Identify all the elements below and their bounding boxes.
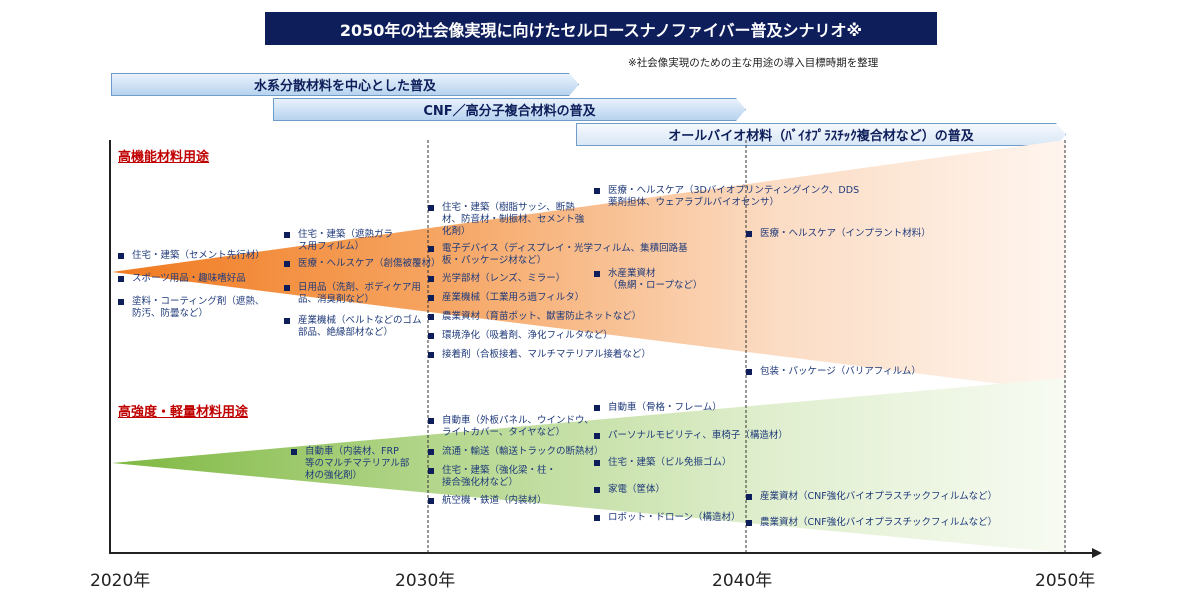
list-item: 住宅・建築（セメント先行材） bbox=[118, 250, 265, 262]
list-item: 電子デバイス（ディスプレイ・光学フィルム、集積回路基 板・パッケージ材など） bbox=[428, 243, 688, 267]
year-label-2020: 2020年 bbox=[90, 571, 151, 591]
diagram-title: 2050年の社会像実現に向けたセルロースナノファイバー普及シナリオ※ bbox=[265, 12, 937, 45]
section-label-high-strength: 高強度・軽量材料用途 bbox=[118, 405, 249, 420]
list-item: 日用品（洗剤、ボディケア用 品、消臭剤など） bbox=[284, 282, 421, 306]
list-item: 農業資材（CNF強化バイオプラスチックフィルムなど） bbox=[746, 517, 997, 529]
list-item: スポーツ用品・趣味嗜好品 bbox=[118, 273, 246, 285]
time-axis-arrowhead bbox=[1092, 548, 1102, 558]
list-item: 医療・ヘルスケア（創傷被覆材） bbox=[284, 258, 441, 270]
year-label-2040: 2040年 bbox=[712, 571, 773, 591]
list-item: 産業機械（ベルトなどのゴム 部品、絶縁部材など） bbox=[284, 315, 422, 339]
list-item: 包装・パッケージ（バリアフィルム） bbox=[746, 366, 921, 378]
list-item: 住宅・建築（樹脂サッシ、断熱 材、防音材・制振材、セメント強 化剤） bbox=[428, 202, 584, 238]
phase-arrow-all-bio: オールバイオ材料（ﾊﾞｲｵﾌﾟﾗｽﾁｯｸ複合材など）の普及 bbox=[576, 123, 1066, 146]
list-item: 流通・輸送（輸送トラックの断熱材） bbox=[428, 446, 604, 458]
list-item: ロボット・ドローン（構造材） bbox=[594, 512, 741, 524]
list-item: 家電（筐体） bbox=[594, 484, 665, 496]
phase-arrow-water-dispersion: 水系分散材料を中心とした普及 bbox=[111, 73, 579, 96]
list-item: 医療・ヘルスケア（3Dバイオプリンティングインク、DDS 薬剤担体、ウェアラブル… bbox=[594, 185, 859, 209]
list-item: 住宅・建築（ビル免振ゴム） bbox=[594, 457, 732, 469]
high-function-wedge bbox=[112, 140, 1065, 392]
list-item: 水産業資材 （魚網・ロープなど） bbox=[594, 268, 702, 292]
year-label-2030: 2030年 bbox=[395, 571, 456, 591]
footnote: ※社会像実現のための主な用途の導入目標時期を整理 bbox=[628, 57, 879, 69]
list-item: 自動車（骨格・フレーム） bbox=[594, 402, 722, 414]
list-item: 住宅・建築（遮熱ガラ ス用フィルム） bbox=[284, 229, 393, 253]
list-item: 自動車（内装材、FRP 等のマルチマテリアル部 材の強化剤） bbox=[291, 446, 409, 482]
list-item: 産業資材（CNF強化バイオプラスチックフィルムなど） bbox=[746, 491, 997, 503]
list-item: 自動車（外板パネル、ウインドウ、 ライトカバー、タイヤなど） bbox=[428, 415, 594, 439]
list-item: 塗料・コーティング剤（遮熱、 防汚、防曇など） bbox=[118, 296, 264, 320]
list-item: 医療・ヘルスケア（インプラント材料） bbox=[746, 228, 931, 240]
list-item: パーソナルモビリティ、車椅子（構造材） bbox=[594, 430, 788, 442]
high-strength-wedge bbox=[112, 378, 1065, 553]
year-label-2050: 2050年 bbox=[1035, 571, 1096, 591]
list-item: 住宅・建築（強化梁・柱・ 接合強化材など） bbox=[428, 465, 556, 489]
list-item: 環境浄化（吸着剤、浄化フィルタなど） bbox=[428, 330, 613, 342]
list-item: 産業機械（工業用ろ過フィルタ） bbox=[428, 292, 584, 304]
list-item: 農業資材（育苗ポット、獣害防止ネットなど） bbox=[428, 311, 641, 323]
phase-arrow-polymer-composite: CNF／高分子複合材料の普及 bbox=[273, 98, 746, 121]
section-label-high-function: 高機能材料用途 bbox=[118, 150, 210, 165]
list-item: 航空機・鉄道（内装材） bbox=[428, 495, 547, 507]
list-item: 接着剤（合板接着、マルチマテリアル接着など） bbox=[428, 349, 651, 361]
list-item: 光学部材（レンズ、ミラー） bbox=[428, 273, 565, 285]
